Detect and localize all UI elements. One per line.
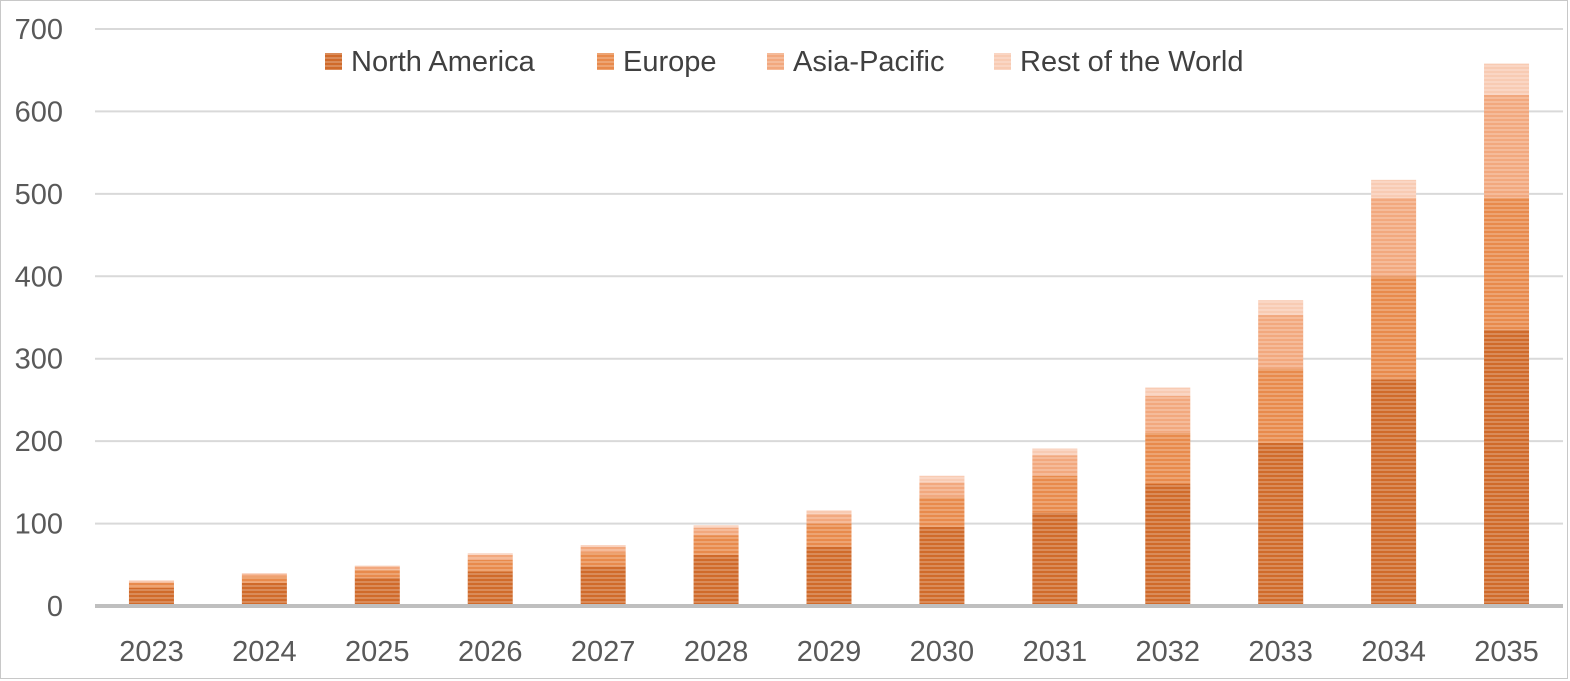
legend-label: Rest of the World	[1020, 46, 1244, 78]
bar-segment	[580, 546, 626, 553]
x-tick-label: 2035	[1474, 636, 1539, 668]
y-tick-label: 200	[15, 426, 63, 458]
bar-segment	[1145, 387, 1191, 396]
bar-segment	[354, 566, 400, 570]
y-tick-label: 0	[47, 591, 63, 623]
bar-segment	[1145, 484, 1191, 606]
bar-segment	[806, 513, 852, 524]
y-tick-label: 300	[15, 344, 63, 376]
x-tick-label: 2034	[1361, 636, 1426, 668]
x-tick-label: 2024	[232, 636, 297, 668]
legend-item: Europe	[597, 46, 717, 78]
legend-item: Rest of the World	[994, 46, 1244, 78]
bar-segment	[1258, 315, 1304, 369]
bar-segment	[241, 573, 287, 574]
bar-segment	[1145, 395, 1191, 433]
x-tick-label: 2033	[1248, 636, 1313, 668]
bar-segment	[693, 554, 739, 606]
bar-segment	[128, 587, 174, 606]
bar-segment	[806, 523, 852, 547]
bar-segment	[467, 553, 513, 555]
bar-segment	[1371, 197, 1417, 277]
bar-segment	[1258, 442, 1304, 606]
x-tick-label: 2023	[119, 636, 184, 668]
bar-segment	[354, 569, 400, 578]
y-tick-label: 500	[15, 179, 63, 211]
bar-segment	[354, 577, 400, 606]
legend-label: North America	[351, 46, 536, 78]
x-tick-label: 2026	[458, 636, 523, 668]
x-tick-label: 2031	[1023, 636, 1088, 668]
bar-segment	[580, 552, 626, 567]
bar-segment	[580, 566, 626, 606]
legend-label: Europe	[623, 46, 717, 78]
x-tick-label: 2025	[345, 636, 410, 668]
y-tick-label: 600	[15, 96, 63, 128]
bar-segment	[1484, 94, 1530, 198]
bar-segment	[241, 582, 287, 606]
legend: North America Europe Asia-Pacific Rest of t…	[325, 46, 1244, 78]
x-tick-label: 2029	[797, 636, 862, 668]
x-axis: 2023 2024 2025 2026 2027 2028 2029 2030 2031 2032…	[95, 604, 1563, 668]
bar-segment	[1032, 448, 1078, 456]
y-axis: 0 100 200 300 400 500 600 700	[15, 14, 63, 623]
bar-segment	[1371, 276, 1417, 380]
bar-segment	[1258, 300, 1304, 316]
bar-segment	[1032, 512, 1078, 606]
legend-item: North America	[325, 46, 536, 78]
bar-segment	[1484, 63, 1530, 95]
x-tick-label: 2032	[1136, 636, 1201, 668]
bar-segment	[919, 482, 965, 498]
bar-segment	[354, 565, 400, 567]
bar-segment	[1484, 197, 1530, 330]
bar-segment	[1371, 379, 1417, 606]
bar-segment	[1145, 432, 1191, 485]
y-tick-label: 400	[15, 261, 63, 293]
y-tick-label: 100	[15, 509, 63, 541]
gridlines	[95, 28, 1563, 525]
bar-segment	[128, 580, 174, 582]
x-tick-label: 2028	[684, 636, 749, 668]
bar-segment	[1484, 329, 1530, 606]
y-tick-label: 700	[15, 14, 63, 46]
bar-segment	[693, 525, 739, 528]
bar-segment	[919, 475, 965, 483]
bar-segment	[919, 526, 965, 606]
bar-segment	[806, 510, 852, 514]
bar-segment	[467, 571, 513, 606]
bar-segment	[1371, 179, 1417, 198]
bars	[128, 63, 1530, 606]
x-tick-label: 2030	[910, 636, 975, 668]
bar-segment	[693, 535, 739, 555]
bar-segment	[1032, 455, 1078, 476]
bar-segment	[806, 546, 852, 606]
bar-segment	[467, 554, 513, 560]
legend-item: Asia-Pacific	[767, 46, 945, 78]
bar-segment	[241, 573, 287, 577]
bar-segment	[919, 497, 965, 527]
x-tick-label: 2027	[571, 636, 636, 668]
legend-label: Asia-Pacific	[793, 46, 945, 78]
bar-segment	[693, 527, 739, 536]
bar-segment	[1032, 475, 1078, 513]
bar-segment	[467, 559, 513, 572]
bar-segment	[1258, 368, 1304, 443]
bar-segment	[128, 582, 174, 588]
bar-segment	[580, 545, 626, 547]
bar-segment	[128, 581, 174, 583]
bar-segment	[241, 576, 287, 583]
